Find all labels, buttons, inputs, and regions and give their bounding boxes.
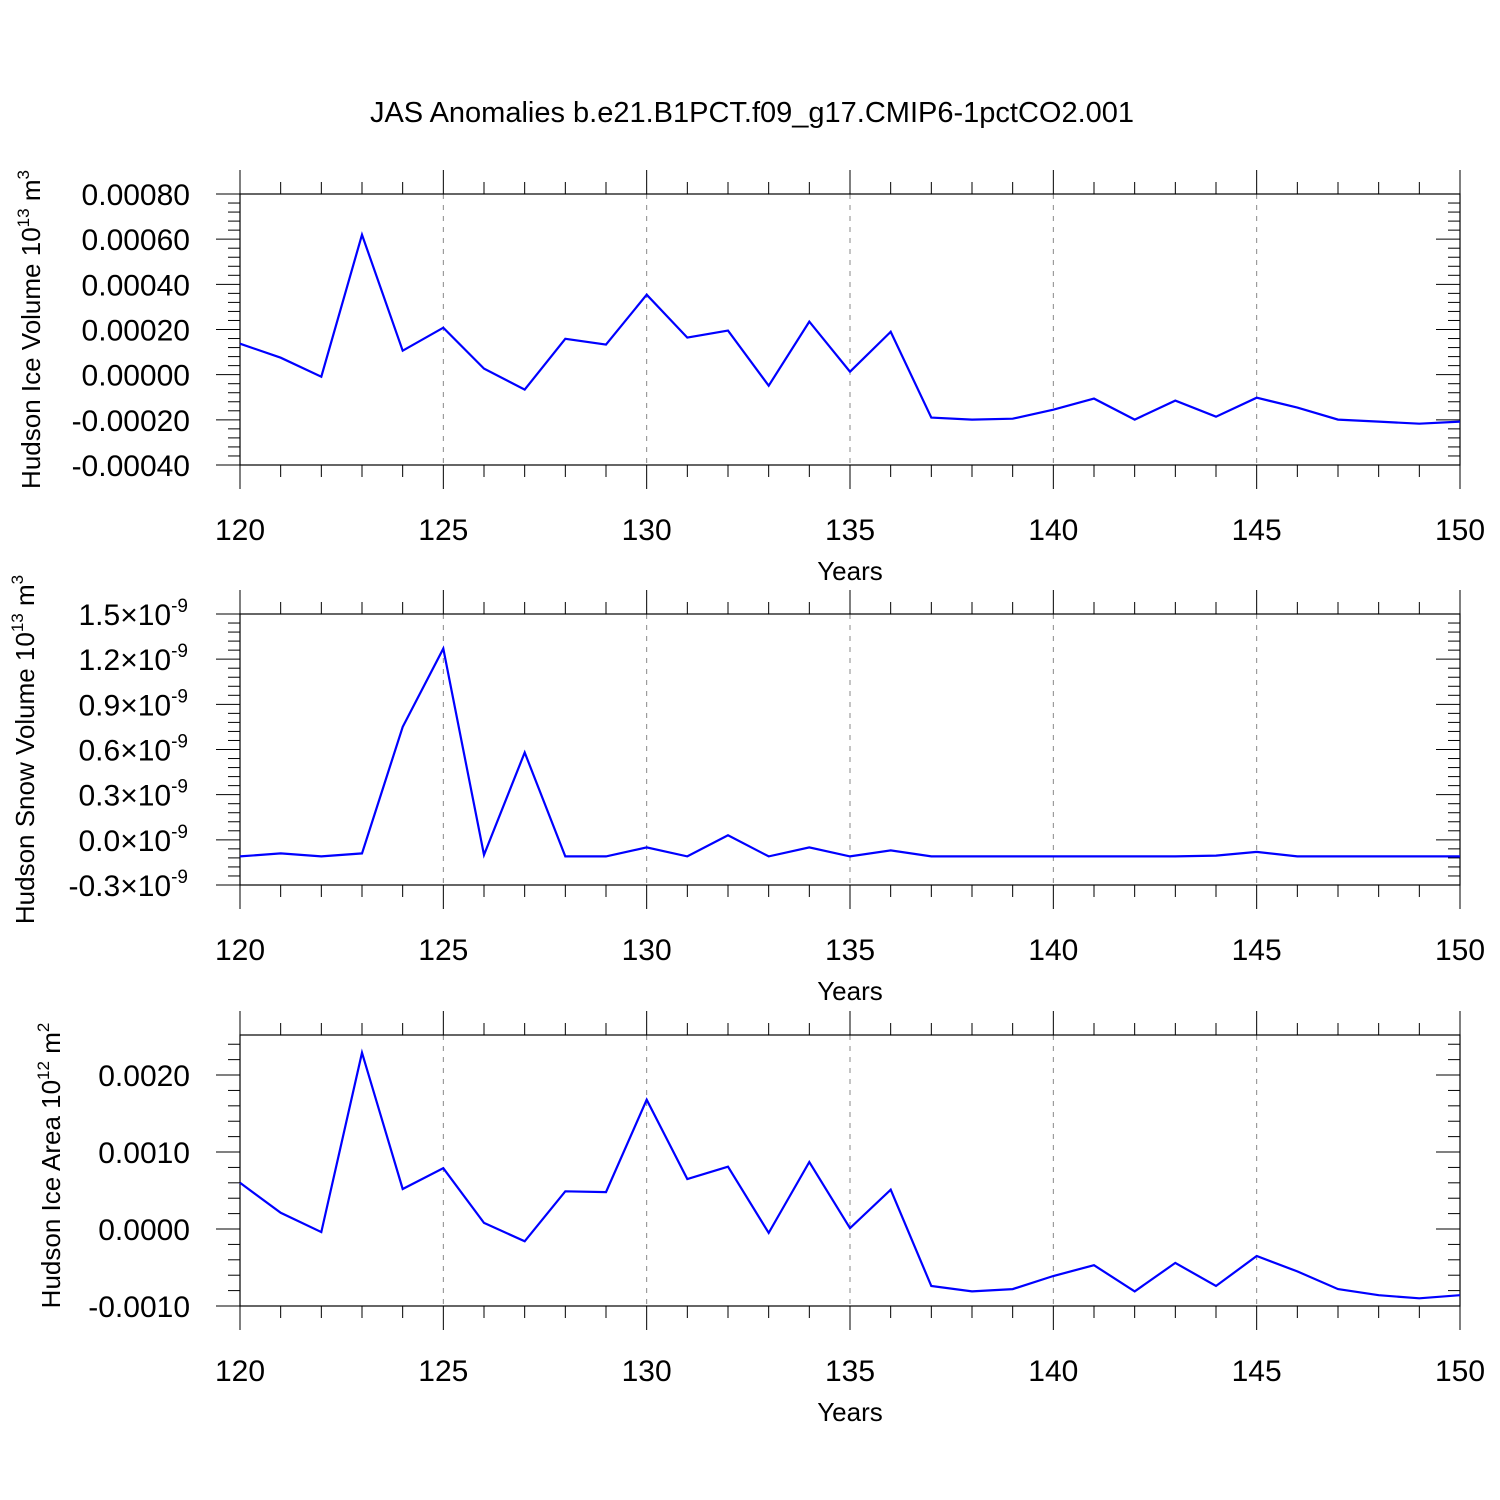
y-axis-label-part: Hudson Ice Volume 10 [16, 227, 46, 489]
y-axis-label-part: 3 [14, 170, 33, 179]
x-tick-label: 150 [1435, 1355, 1485, 1388]
x-axis-label: Years [817, 556, 883, 586]
series-line [239, 231, 1461, 425]
y-axis-label: Hudson Ice Volume 1013 m3 [14, 170, 46, 489]
y-axis-label-part: m [36, 1032, 66, 1061]
y-tick-label: 0.0000 [98, 1214, 190, 1247]
chart-title: JAS Anomalies b.e21.B1PCT.f09_g17.CMIP6-… [370, 97, 1134, 129]
x-tick-label: 145 [1232, 514, 1282, 547]
y-tick-label: 0.00000 [82, 360, 190, 393]
y-axis-label-part: 3 [8, 575, 27, 584]
y-tick-label: -0.00040 [72, 450, 190, 483]
x-tick-label: 145 [1232, 1355, 1282, 1388]
y-tick-label: 0.0020 [98, 1060, 190, 1093]
x-tick-label: 150 [1435, 514, 1485, 547]
y-tick-exponent: -9 [171, 822, 188, 843]
y-axis-label-part: Hudson Ice Area 10 [36, 1080, 66, 1308]
x-tick-label: 140 [1028, 934, 1078, 967]
y-tick-exponent: -9 [171, 641, 188, 662]
x-tick-label: 120 [215, 1355, 265, 1388]
y-tick-label: 0.00080 [82, 179, 190, 212]
x-tick-label: 135 [825, 1355, 875, 1388]
y-tick-label: 0.9×10-9 [79, 686, 189, 722]
y-tick-label: 0.6×10-9 [79, 732, 189, 768]
y-axis-label: Hudson Ice Area 1012 m2 [34, 1023, 66, 1309]
y-tick-label: 0.0×10-9 [79, 822, 189, 858]
y-axis-label-part: m [10, 584, 40, 613]
x-axis-label: Years [817, 976, 883, 1006]
y-tick-label: 0.3×10-9 [79, 777, 189, 813]
x-tick-label: 130 [622, 934, 672, 967]
y-tick-exponent: -9 [171, 596, 188, 617]
y-tick-label: 1.5×10-9 [79, 596, 189, 632]
y-axis-label-part: Hudson Snow Volume 10 [10, 632, 40, 924]
x-tick-label: 130 [622, 1355, 672, 1388]
y-axis-label-part: m [16, 180, 46, 209]
y-tick-label: 0.0010 [98, 1137, 190, 1170]
y-tick-label: 0.00040 [82, 269, 190, 302]
x-tick-label: 125 [418, 1355, 468, 1388]
x-tick-label: 140 [1028, 514, 1078, 547]
series-line [239, 1048, 1461, 1300]
x-tick-label: 150 [1435, 934, 1485, 967]
x-tick-label: 135 [825, 514, 875, 547]
x-tick-label: 125 [418, 934, 468, 967]
y-tick-exponent: -9 [171, 777, 188, 798]
y-tick-label: 1.2×10-9 [79, 641, 189, 677]
y-axis-label-part: 13 [8, 613, 27, 632]
x-tick-label: 135 [825, 934, 875, 967]
x-tick-label: 125 [418, 514, 468, 547]
panel-1: -0.00040 -0.00020 0.00000 0.00020 0.00040 0.0… [14, 170, 1485, 586]
x-tick-label: 120 [215, 514, 265, 547]
y-axis-label-part: 13 [14, 208, 33, 227]
x-tick-label: 140 [1028, 1355, 1078, 1388]
x-tick-label: 120 [215, 934, 265, 967]
x-tick-label: 130 [622, 514, 672, 547]
y-tick-exponent: -9 [171, 686, 188, 707]
y-axis-label: Hudson Snow Volume 1013 m3 [8, 575, 40, 924]
y-tick-exponent: -9 [171, 867, 188, 888]
y-tick-label: 0.00060 [82, 224, 190, 257]
y-tick-exponent: -9 [171, 732, 188, 753]
y-tick-label: -0.00020 [72, 405, 190, 438]
panel-2: -0.3×10-9 0.0×10-9 0.3×10-9 0.6×10-9 0.9×10-… [8, 575, 1485, 1006]
series-line [239, 645, 1460, 859]
x-tick-label: 145 [1232, 934, 1282, 967]
y-tick-label: -0.3×10-9 [69, 867, 189, 903]
y-axis-label-part: 2 [34, 1023, 53, 1032]
y-tick-label: 0.00020 [82, 315, 190, 348]
x-axis-label: Years [817, 1397, 883, 1427]
y-tick-label: -0.0010 [88, 1291, 190, 1324]
y-axis-label-part: 12 [34, 1061, 53, 1080]
panel-3: -0.0010 0.0000 0.0010 0.0020 120 125 130 135 140… [34, 1011, 1485, 1427]
